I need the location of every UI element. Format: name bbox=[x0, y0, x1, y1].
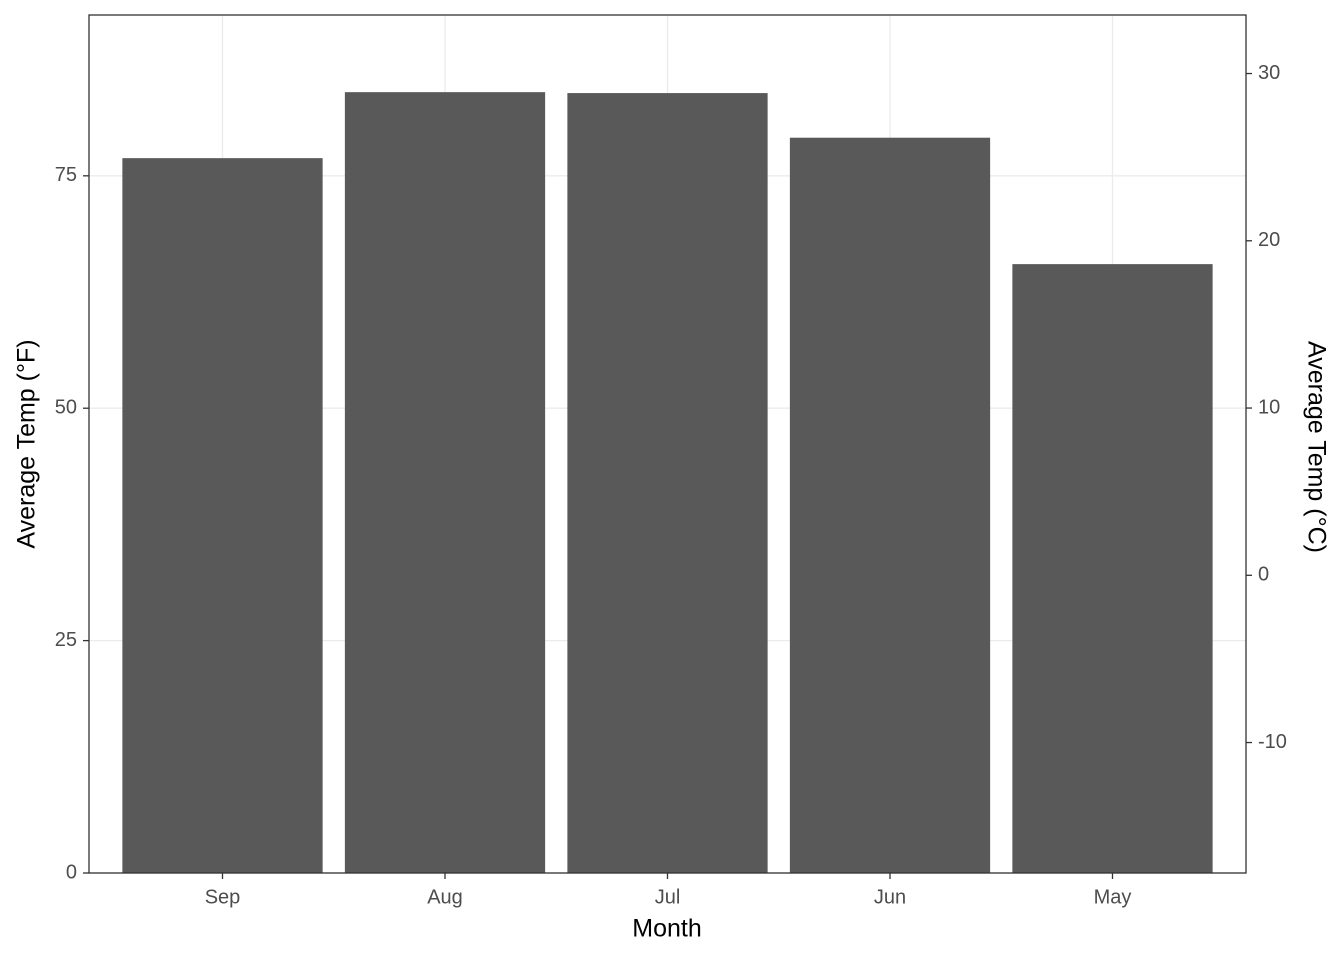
y2-tick-label: 10 bbox=[1258, 396, 1280, 418]
y-tick-label: 25 bbox=[55, 629, 77, 651]
y-tick-label: 75 bbox=[55, 164, 77, 186]
x-tick-label: Jun bbox=[874, 886, 906, 908]
y-tick-label: 0 bbox=[66, 861, 77, 883]
bar bbox=[1012, 264, 1213, 873]
panel-border bbox=[88, 14, 1247, 874]
x-tick-label: Aug bbox=[427, 886, 463, 908]
y2-tick-label: 0 bbox=[1258, 564, 1269, 586]
y2-tick-label: -10 bbox=[1258, 731, 1287, 753]
bar bbox=[344, 92, 546, 874]
y-tick-label: 50 bbox=[55, 396, 77, 418]
x-tick-label: Sep bbox=[205, 886, 241, 908]
y2-axis-title: Average Temp (°C) bbox=[1302, 341, 1330, 553]
bar bbox=[122, 158, 323, 874]
x-tick-label: May bbox=[1094, 886, 1132, 908]
y-axis-title: Average Temp (°F) bbox=[13, 339, 41, 548]
bar bbox=[789, 137, 991, 873]
x-tick-label: Jul bbox=[655, 886, 681, 908]
x-axis-title: Month bbox=[632, 915, 701, 943]
y2-tick-label: 30 bbox=[1258, 62, 1280, 84]
y2-tick-label: 20 bbox=[1258, 229, 1280, 251]
bar bbox=[567, 93, 768, 873]
